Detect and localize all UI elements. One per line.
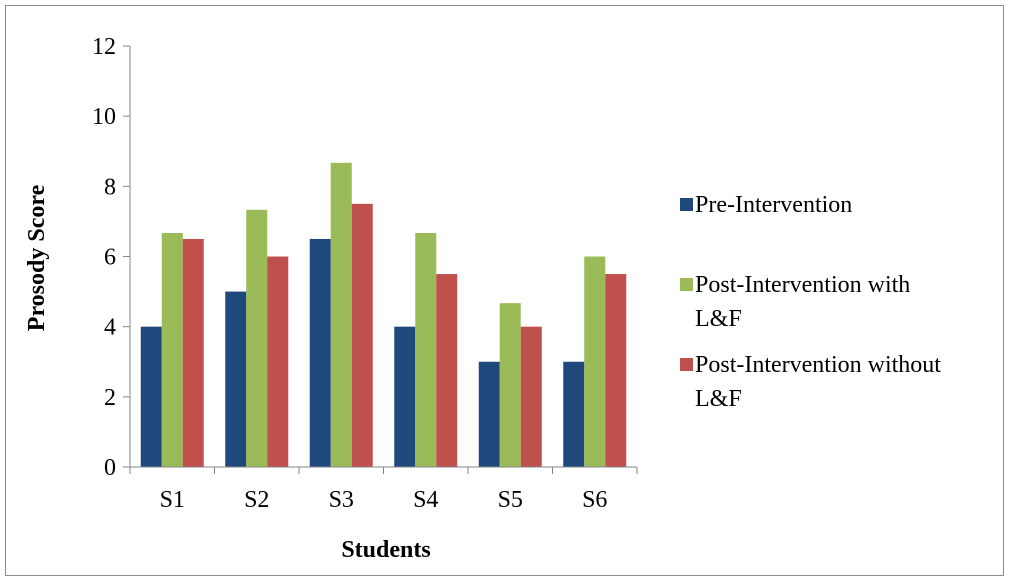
bar-s5-series-1 bbox=[478, 361, 500, 467]
bar-s1-series-1 bbox=[140, 326, 162, 467]
legend-swatch-series-3 bbox=[680, 358, 693, 371]
y-tick-label: 2 bbox=[104, 385, 116, 411]
x-tick-label-s1: S1 bbox=[160, 487, 185, 513]
bar-s1-series-3 bbox=[182, 238, 204, 467]
legend-label-series-2: Post-Intervention with bbox=[695, 272, 910, 298]
bar-s4-series-1 bbox=[394, 326, 416, 467]
y-tick-label: 4 bbox=[104, 315, 116, 341]
bar-s3-series-2 bbox=[330, 162, 352, 467]
x-tick-label-s4: S4 bbox=[413, 487, 438, 513]
legend-label-series-2: L&F bbox=[695, 306, 742, 332]
bar-s2-series-3 bbox=[267, 256, 289, 467]
bar-s5-series-2 bbox=[499, 303, 521, 467]
y-axis-title: Prosody Score bbox=[24, 184, 50, 331]
legend-label-series-3: L&F bbox=[695, 386, 742, 412]
y-tick-label: 8 bbox=[104, 174, 116, 200]
bar-s2-series-1 bbox=[225, 291, 247, 467]
x-tick-label-s5: S5 bbox=[498, 487, 523, 513]
x-tick-label-s3: S3 bbox=[329, 487, 354, 513]
bar-s6-series-1 bbox=[563, 361, 585, 467]
bar-s2-series-2 bbox=[246, 209, 268, 467]
bar-s6-series-3 bbox=[605, 274, 627, 467]
x-axis-title: Students bbox=[341, 537, 430, 563]
y-tick-label: 10 bbox=[92, 104, 116, 130]
legend: Pre-Intervention Post-Intervention with L&… bbox=[680, 192, 941, 412]
bar-s4-series-2 bbox=[415, 232, 437, 467]
bars bbox=[140, 162, 627, 467]
bar-s4-series-3 bbox=[436, 274, 458, 467]
bar-s3-series-1 bbox=[309, 238, 331, 467]
x-tick-label-s2: S2 bbox=[244, 487, 269, 513]
x-tick-label-s6: S6 bbox=[582, 487, 607, 513]
chart-frame bbox=[5, 5, 1004, 576]
legend-swatch-series-2 bbox=[680, 278, 693, 291]
bar-s1-series-2 bbox=[161, 232, 183, 467]
legend-label-series-1: Pre-Intervention bbox=[695, 192, 852, 218]
legend-label-series-3: Post-Intervention without bbox=[695, 352, 941, 378]
bar-s5-series-3 bbox=[520, 326, 542, 467]
y-tick-label: 0 bbox=[104, 455, 116, 481]
legend-swatch-series-1 bbox=[680, 198, 693, 211]
bar-s3-series-3 bbox=[351, 203, 373, 467]
bar-s6-series-2 bbox=[584, 256, 606, 467]
axes: 0 2 4 6 8 10 12 S1 S2 S3 S4 S5 S6 bbox=[92, 34, 638, 513]
y-tick-label: 6 bbox=[104, 245, 116, 271]
y-tick-label: 12 bbox=[92, 34, 116, 60]
